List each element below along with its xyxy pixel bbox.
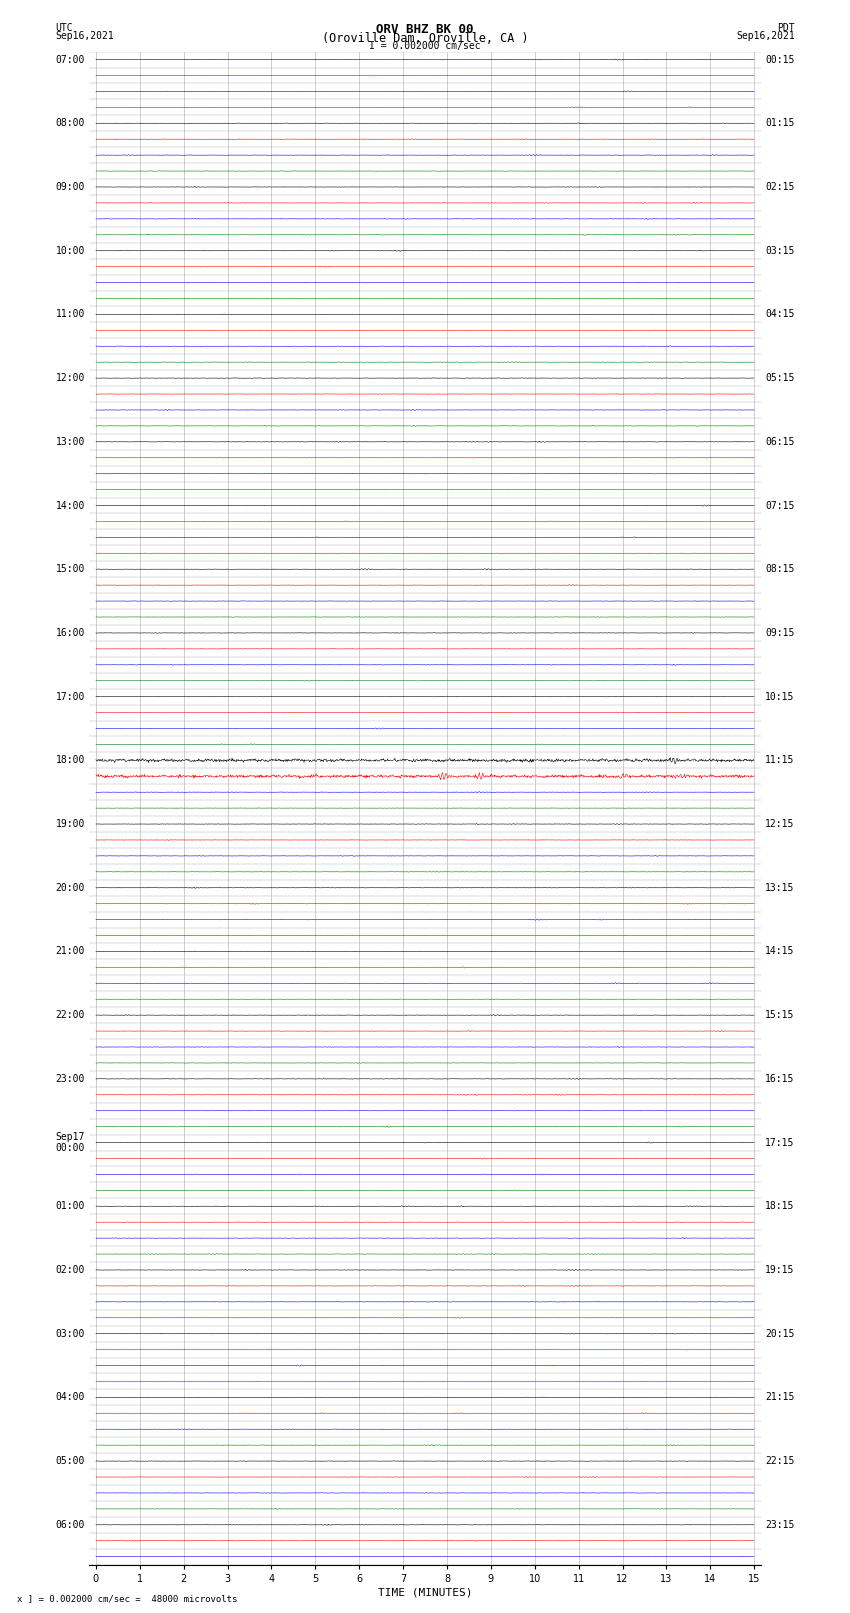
Text: 16:15: 16:15 [765, 1074, 795, 1084]
Text: 23:15: 23:15 [765, 1519, 795, 1529]
Text: 19:15: 19:15 [765, 1265, 795, 1274]
Text: Sep17
00:00: Sep17 00:00 [55, 1132, 85, 1153]
Text: 09:15: 09:15 [765, 627, 795, 637]
Text: 18:15: 18:15 [765, 1202, 795, 1211]
Text: 10:00: 10:00 [55, 245, 85, 256]
Text: 09:00: 09:00 [55, 182, 85, 192]
Text: 15:15: 15:15 [765, 1010, 795, 1019]
Text: UTC: UTC [55, 24, 73, 34]
Text: 19:00: 19:00 [55, 819, 85, 829]
Text: 11:15: 11:15 [765, 755, 795, 765]
Text: 04:00: 04:00 [55, 1392, 85, 1402]
Text: 20:00: 20:00 [55, 882, 85, 892]
Text: (Oroville Dam, Oroville, CA ): (Oroville Dam, Oroville, CA ) [321, 32, 529, 45]
Text: 08:00: 08:00 [55, 118, 85, 129]
Text: Sep16,2021: Sep16,2021 [55, 31, 114, 40]
Text: 13:15: 13:15 [765, 882, 795, 892]
Text: 23:00: 23:00 [55, 1074, 85, 1084]
Text: 06:00: 06:00 [55, 1519, 85, 1529]
Text: 03:00: 03:00 [55, 1329, 85, 1339]
Text: 05:15: 05:15 [765, 373, 795, 384]
Text: 22:00: 22:00 [55, 1010, 85, 1019]
X-axis label: TIME (MINUTES): TIME (MINUTES) [377, 1587, 473, 1598]
Text: x ] = 0.002000 cm/sec =  48000 microvolts: x ] = 0.002000 cm/sec = 48000 microvolts [17, 1594, 237, 1603]
Text: 00:15: 00:15 [765, 55, 795, 65]
Text: 08:15: 08:15 [765, 565, 795, 574]
Text: 16:00: 16:00 [55, 627, 85, 637]
Text: 15:00: 15:00 [55, 565, 85, 574]
Text: ORV BHZ BK 00: ORV BHZ BK 00 [377, 24, 473, 37]
Text: 01:00: 01:00 [55, 1202, 85, 1211]
Text: I = 0.002000 cm/sec: I = 0.002000 cm/sec [369, 40, 481, 52]
Text: 21:00: 21:00 [55, 947, 85, 957]
Text: 02:15: 02:15 [765, 182, 795, 192]
Text: 07:00: 07:00 [55, 55, 85, 65]
Text: 17:15: 17:15 [765, 1137, 795, 1147]
Text: 10:15: 10:15 [765, 692, 795, 702]
Text: Sep16,2021: Sep16,2021 [736, 31, 795, 40]
Text: 20:15: 20:15 [765, 1329, 795, 1339]
Text: 22:15: 22:15 [765, 1457, 795, 1466]
Text: 14:15: 14:15 [765, 947, 795, 957]
Text: 03:15: 03:15 [765, 245, 795, 256]
Text: 17:00: 17:00 [55, 692, 85, 702]
Text: 01:15: 01:15 [765, 118, 795, 129]
Text: 14:00: 14:00 [55, 500, 85, 510]
Text: 21:15: 21:15 [765, 1392, 795, 1402]
Text: 13:00: 13:00 [55, 437, 85, 447]
Text: 06:15: 06:15 [765, 437, 795, 447]
Text: 02:00: 02:00 [55, 1265, 85, 1274]
Text: 05:00: 05:00 [55, 1457, 85, 1466]
Text: 11:00: 11:00 [55, 310, 85, 319]
Text: 12:00: 12:00 [55, 373, 85, 384]
Text: 12:15: 12:15 [765, 819, 795, 829]
Text: 07:15: 07:15 [765, 500, 795, 510]
Text: PDT: PDT [777, 24, 795, 34]
Text: 04:15: 04:15 [765, 310, 795, 319]
Text: 18:00: 18:00 [55, 755, 85, 765]
